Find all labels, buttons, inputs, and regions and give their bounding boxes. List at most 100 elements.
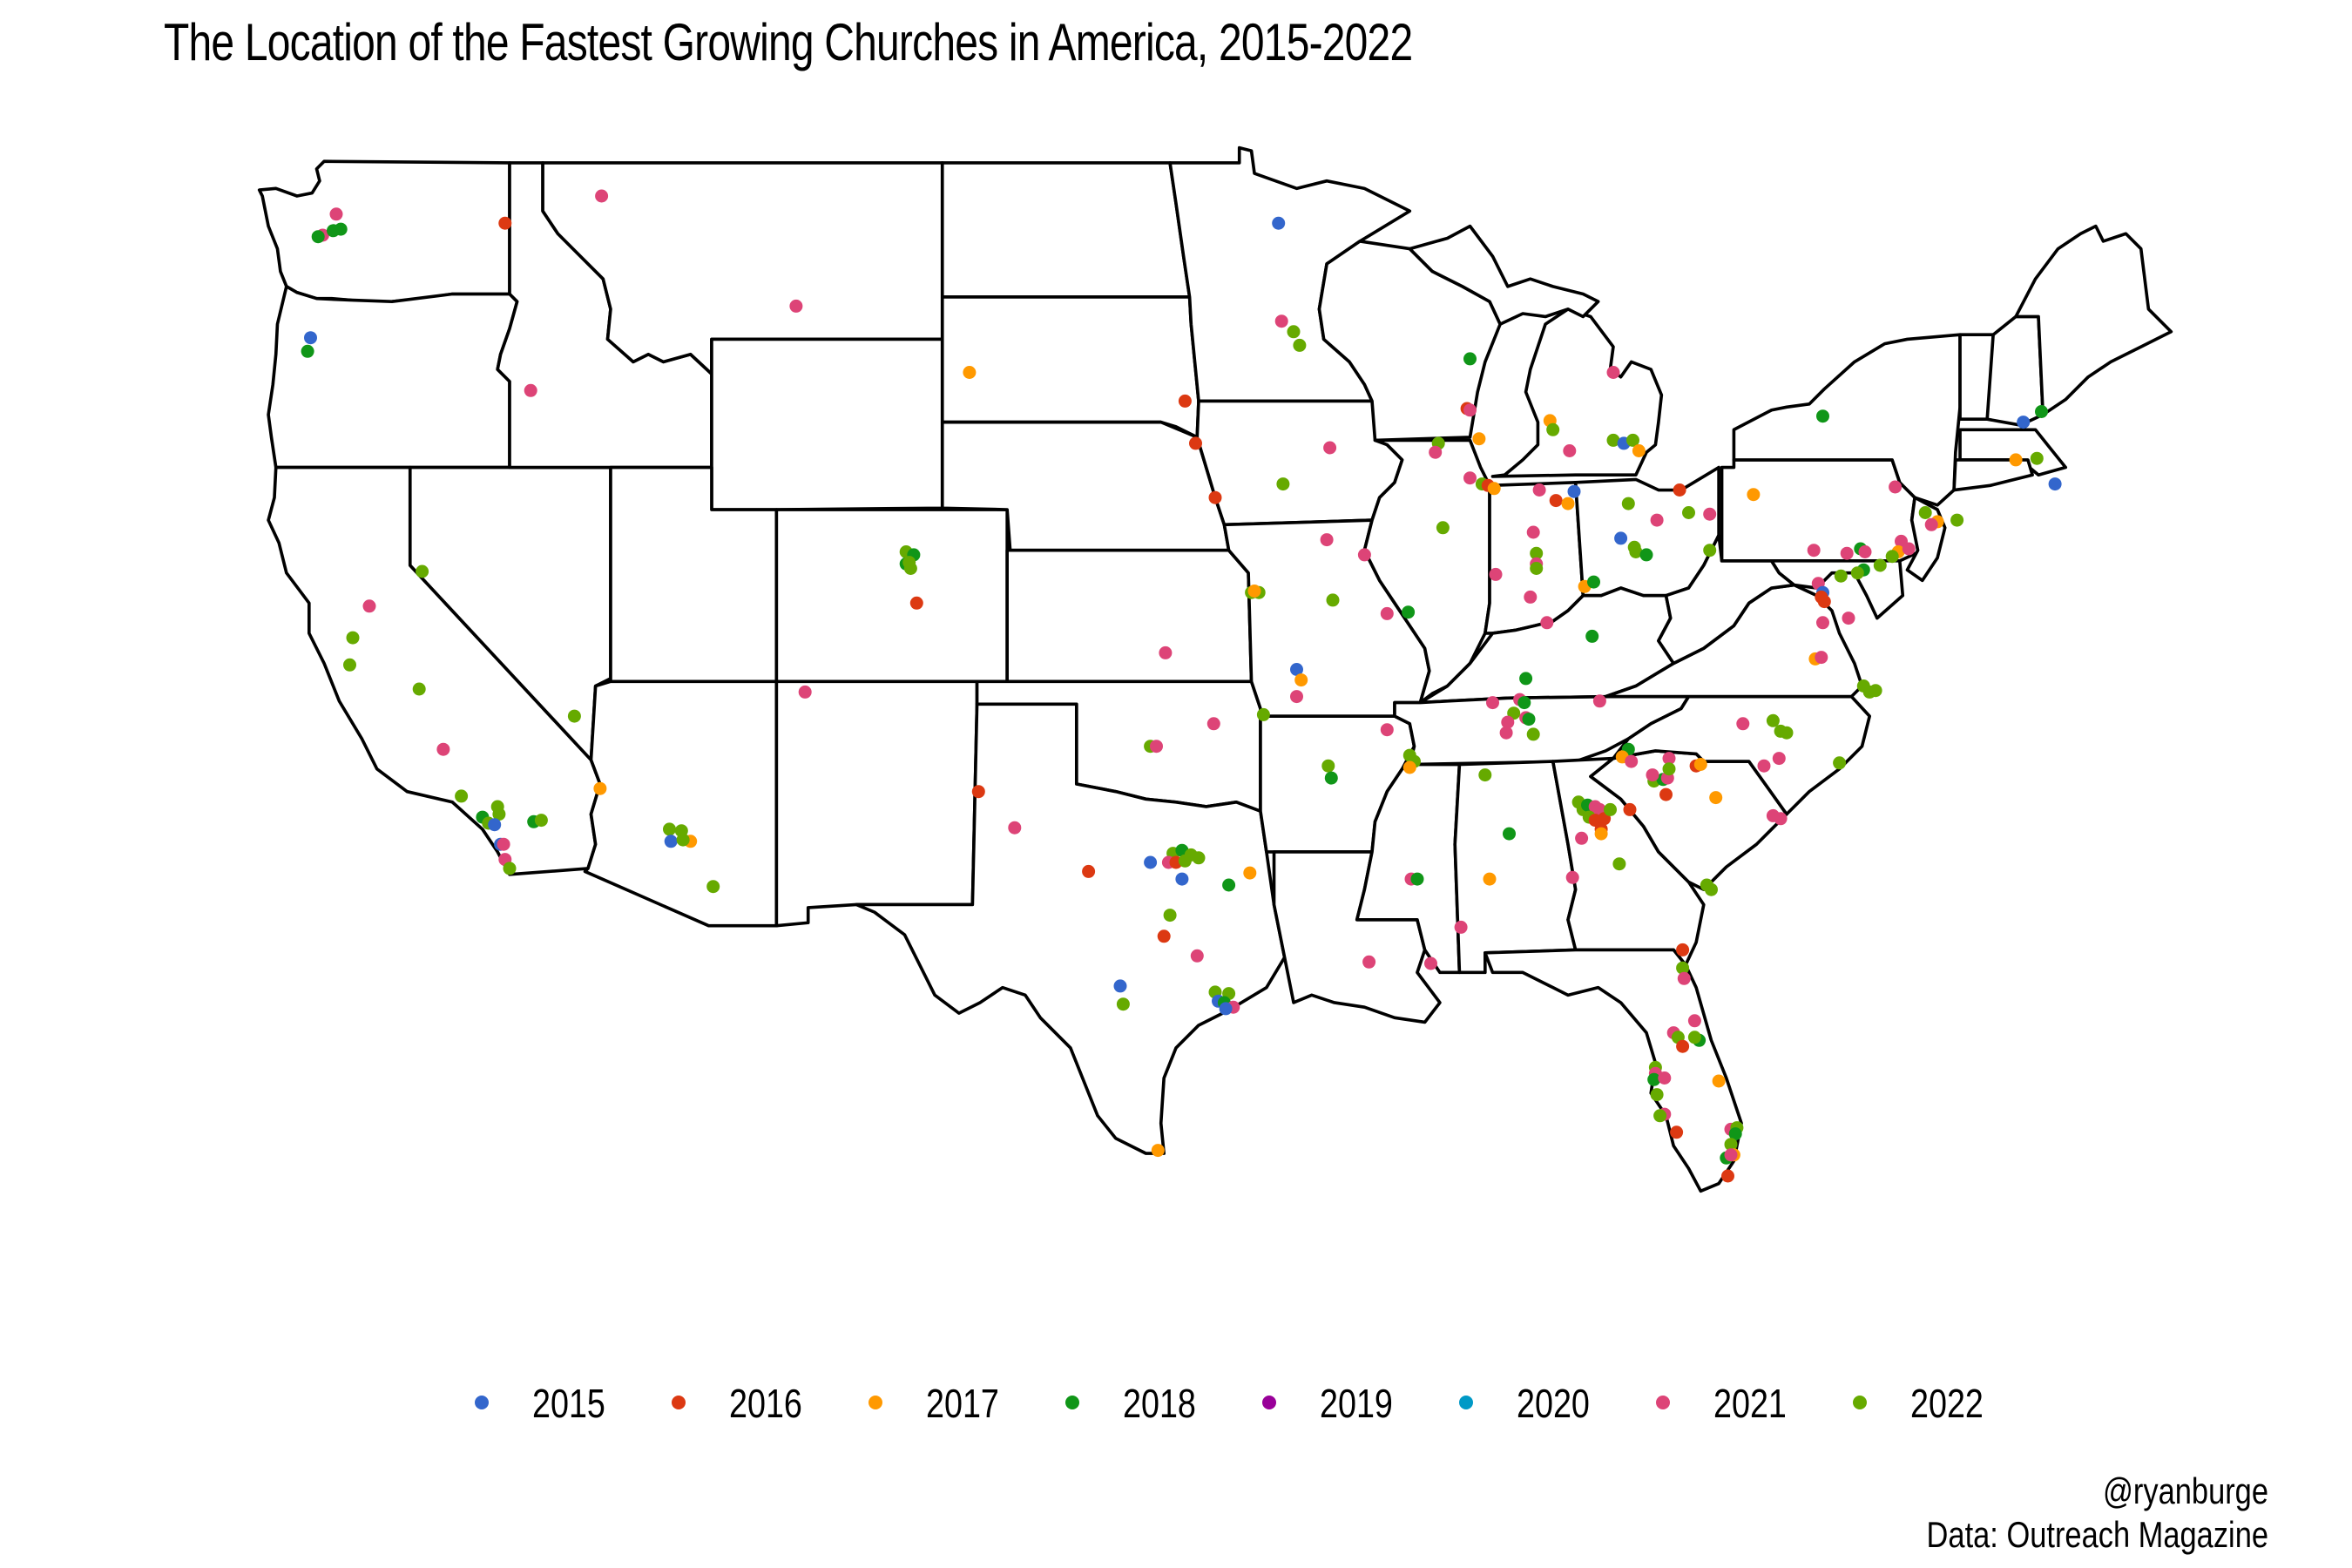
church-point-2022 bbox=[2030, 451, 2044, 465]
state-maine bbox=[2014, 224, 2173, 416]
church-point-2018 bbox=[334, 222, 348, 236]
church-point-2021 bbox=[362, 599, 376, 613]
church-point-2016 bbox=[1157, 929, 1171, 943]
church-point-2021 bbox=[1274, 314, 1288, 328]
church-point-2018 bbox=[311, 230, 325, 244]
church-point-2022 bbox=[1293, 338, 1307, 352]
church-point-2022 bbox=[1780, 726, 1794, 740]
church-point-2021 bbox=[1323, 441, 1337, 455]
church-point-2022 bbox=[1606, 433, 1620, 447]
church-point-2022 bbox=[902, 556, 916, 570]
church-point-2021 bbox=[1858, 545, 1872, 558]
church-point-2022 bbox=[1650, 1088, 1664, 1102]
church-point-2015 bbox=[1567, 484, 1581, 498]
church-point-2017 bbox=[1294, 673, 1308, 687]
church-point-2016 bbox=[498, 216, 512, 230]
legend-item-2017: 2017 bbox=[868, 1375, 999, 1430]
legend-label: 2022 bbox=[1910, 1381, 1984, 1426]
church-point-2022 bbox=[1869, 684, 1882, 698]
legend-dot-icon bbox=[1459, 1396, 1473, 1409]
church-point-2022 bbox=[1833, 756, 1847, 770]
church-point-2018 bbox=[1517, 696, 1531, 710]
church-point-2021 bbox=[1463, 403, 1477, 417]
church-point-2016 bbox=[1817, 595, 1831, 609]
church-point-2021 bbox=[1008, 821, 1022, 835]
church-point-2018 bbox=[1324, 771, 1338, 785]
church-point-2018 bbox=[1587, 575, 1600, 589]
church-point-2021 bbox=[1662, 752, 1676, 766]
church-point-2016 bbox=[1676, 943, 1690, 956]
church-point-2022 bbox=[1834, 569, 1848, 583]
church-point-2016 bbox=[1189, 436, 1202, 450]
church-point-2021 bbox=[497, 837, 510, 851]
church-point-2021 bbox=[1563, 444, 1577, 457]
church-point-2017 bbox=[1561, 497, 1575, 510]
church-point-2016 bbox=[971, 785, 985, 799]
church-point-2021 bbox=[1842, 612, 1855, 625]
legend-item-2016: 2016 bbox=[672, 1375, 802, 1430]
church-point-2021 bbox=[1501, 715, 1515, 729]
church-point-2022 bbox=[676, 833, 690, 847]
legend-dot-icon bbox=[1656, 1396, 1670, 1409]
church-point-2021 bbox=[1772, 752, 1786, 766]
church-point-2016 bbox=[1659, 787, 1673, 801]
church-point-2017 bbox=[1472, 432, 1486, 446]
church-point-2022 bbox=[1653, 1109, 1667, 1123]
state-michigan-up bbox=[1408, 224, 1600, 326]
church-point-2022 bbox=[1478, 768, 1492, 782]
church-point-2015 bbox=[1272, 216, 1286, 230]
church-point-2017 bbox=[1594, 827, 1608, 841]
legend-dot-icon bbox=[672, 1396, 686, 1409]
church-point-2021 bbox=[1489, 567, 1503, 581]
state-newyork bbox=[1732, 333, 1962, 507]
church-point-2021 bbox=[798, 685, 812, 699]
state-northcarolina bbox=[1612, 694, 1872, 816]
church-point-2017 bbox=[1709, 791, 1723, 805]
legend-label: 2015 bbox=[532, 1381, 605, 1426]
church-point-2018 bbox=[1410, 872, 1424, 886]
church-point-2022 bbox=[1276, 477, 1290, 491]
church-point-2021 bbox=[1499, 726, 1513, 740]
church-point-2018 bbox=[1522, 713, 1536, 727]
church-point-2022 bbox=[1612, 857, 1626, 871]
church-point-2021 bbox=[524, 383, 537, 397]
church-point-2022 bbox=[1546, 422, 1560, 436]
church-point-2015 bbox=[1614, 531, 1628, 545]
church-point-2017 bbox=[1632, 444, 1646, 457]
legend-item-2015: 2015 bbox=[475, 1375, 605, 1430]
church-point-2022 bbox=[1873, 558, 1887, 572]
church-point-2021 bbox=[1924, 517, 1938, 531]
state-colorado bbox=[774, 508, 1009, 684]
church-point-2021 bbox=[1736, 717, 1750, 731]
church-point-2018 bbox=[301, 344, 314, 358]
church-point-2021 bbox=[1840, 546, 1854, 560]
church-point-2022 bbox=[1116, 997, 1130, 1011]
church-point-2022 bbox=[1662, 762, 1676, 776]
church-point-2021 bbox=[1646, 768, 1659, 782]
church-point-2015 bbox=[1144, 855, 1158, 869]
church-point-2021 bbox=[1816, 616, 1829, 630]
state-northdakota bbox=[940, 161, 1192, 299]
church-point-2018 bbox=[2035, 405, 2048, 418]
church-point-2015 bbox=[488, 818, 502, 832]
legend-dot-icon bbox=[1853, 1396, 1867, 1409]
church-point-2016 bbox=[1178, 394, 1192, 408]
church-point-2017 bbox=[1712, 1074, 1726, 1088]
church-point-2021 bbox=[1150, 740, 1163, 754]
church-point-2021 bbox=[1429, 445, 1443, 459]
state-michigan bbox=[1490, 307, 1664, 478]
legend-label: 2020 bbox=[1517, 1381, 1590, 1426]
church-point-2021 bbox=[1454, 920, 1468, 934]
church-point-2022 bbox=[503, 862, 517, 875]
church-point-2017 bbox=[1151, 1144, 1165, 1158]
church-point-2017 bbox=[1747, 488, 1761, 502]
church-point-2022 bbox=[534, 814, 548, 828]
church-point-2018 bbox=[1728, 1127, 1742, 1141]
church-point-2015 bbox=[2048, 477, 2062, 491]
church-point-2018 bbox=[1639, 548, 1653, 562]
church-point-2017 bbox=[1487, 482, 1501, 496]
legend-label: 2016 bbox=[729, 1381, 802, 1426]
legend-item-2022: 2022 bbox=[1853, 1375, 1984, 1430]
legend: 2015 2016 2017 2018 2019 2020 2021 2022 bbox=[0, 1375, 2352, 1430]
state-wyoming bbox=[710, 337, 944, 511]
